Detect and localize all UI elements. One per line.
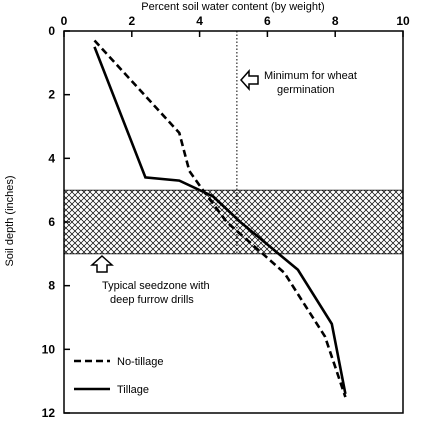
y-tick-label: 0: [48, 24, 55, 38]
x-tick-label: 0: [61, 14, 68, 28]
y-axis-title: Soil depth (inches): [4, 175, 16, 266]
y-tick-label: 6: [48, 215, 55, 229]
tillage-line: [93, 46, 347, 395]
legend: No-tillage Tillage: [74, 356, 163, 396]
no-tillage-line: [93, 39, 347, 398]
legend-no-tillage-label: No-tillage: [117, 356, 163, 368]
min-germination-annotation: Minimum for wheat germination: [239, 69, 357, 96]
min-germination-label-line2: germination: [277, 84, 334, 96]
legend-tillage-label: Tillage: [117, 384, 149, 396]
y-tick-label: 8: [48, 279, 55, 293]
x-tick-label: 4: [196, 14, 203, 28]
seedzone-label-line1: Typical seedzone with: [102, 280, 210, 292]
x-tick-label: 6: [264, 14, 271, 28]
left-arrow-icon: [239, 69, 259, 91]
x-tick-label: 2: [128, 14, 135, 28]
x-axis-title: Percent soil water content (by weight): [141, 1, 324, 13]
seedzone-label-line2: deep furrow drills: [110, 294, 194, 306]
min-germination-label-line1: Minimum for wheat: [264, 70, 357, 82]
y-tick-label: 10: [42, 342, 56, 356]
x-tick-label: 8: [332, 14, 339, 28]
x-tick-label: 10: [396, 14, 410, 28]
y-tick-label: 4: [48, 151, 55, 165]
y-tick-label: 12: [42, 406, 56, 420]
seedzone-annotation: Typical seedzone with deep furrow drills: [90, 254, 210, 306]
seedzone-band: [63, 189, 404, 255]
y-ticks: 0 2 4 6 8 10 12: [42, 24, 70, 420]
y-tick-label: 2: [48, 88, 55, 102]
x-ticks: 0 2 4 6 8 10: [61, 14, 410, 37]
up-arrow-icon: [90, 254, 114, 273]
